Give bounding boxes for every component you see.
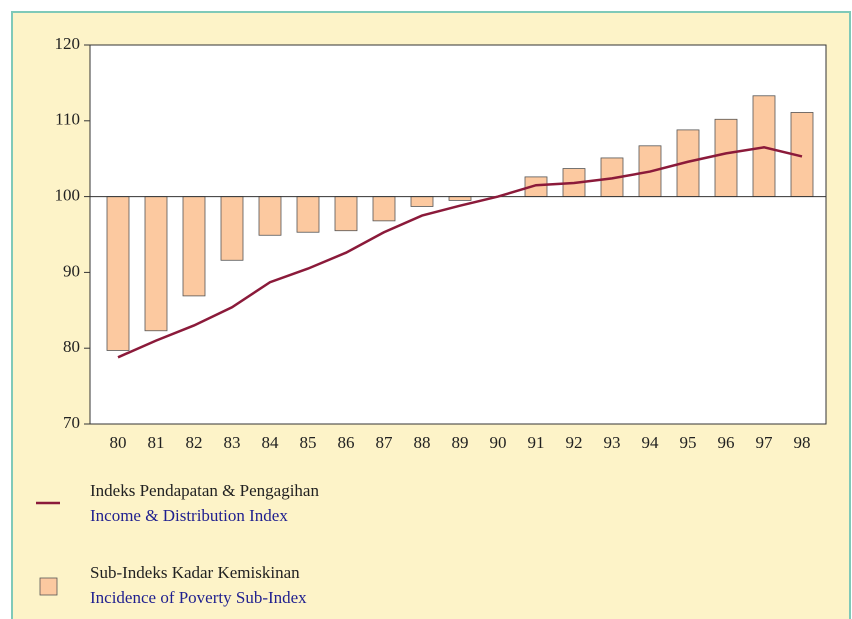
x-tick-label: 97 (756, 433, 774, 452)
y-tick-label: 90 (63, 261, 80, 280)
x-tick-label: 98 (794, 433, 811, 452)
legend-label-english: Incidence of Poverty Sub-Index (90, 588, 307, 607)
bar (258, 196, 282, 236)
line (117, 146, 803, 359)
x-tick-label: 84 (262, 433, 280, 452)
y-tick-label: 70 (63, 413, 80, 432)
x-tick-label: 87 (376, 433, 394, 452)
legend-label-english: Income & Distribution Index (90, 506, 288, 525)
bar (372, 196, 396, 222)
bar (448, 196, 472, 201)
x-tick-label: 92 (566, 433, 583, 452)
x-tick-label: 80 (110, 433, 127, 452)
x-tick-label: 93 (604, 433, 621, 452)
bar (106, 196, 130, 351)
x-tick-label: 88 (414, 433, 431, 452)
x-tick-label: 90 (490, 433, 507, 452)
legend-label: Sub-Indeks Kadar Kemiskinan (90, 563, 300, 582)
bar (410, 196, 434, 207)
x-tick-label: 95 (680, 433, 697, 452)
bar (296, 196, 320, 233)
y-tick-label: 80 (63, 337, 80, 356)
bar (714, 118, 738, 197)
x-tick-label: 94 (642, 433, 660, 452)
x-tick-label: 85 (300, 433, 317, 452)
x-tick-label: 96 (718, 433, 735, 452)
legend-label: Indeks Pendapatan & Pengagihan (90, 481, 319, 500)
bar (144, 196, 168, 332)
plot-area (89, 44, 827, 425)
y-tick-label: 110 (55, 110, 80, 129)
y-tick-label: 120 (55, 34, 81, 53)
x-tick-label: 82 (186, 433, 203, 452)
legend-swatch (39, 577, 58, 596)
x-tick-label: 81 (148, 433, 165, 452)
y-tick-label: 100 (55, 186, 81, 205)
bar (182, 196, 206, 297)
x-tick-label: 91 (528, 433, 545, 452)
x-tick-label: 86 (338, 433, 355, 452)
x-tick-label: 89 (452, 433, 469, 452)
bar (334, 196, 358, 232)
bar (220, 196, 244, 261)
x-tick-label: 83 (224, 433, 241, 452)
